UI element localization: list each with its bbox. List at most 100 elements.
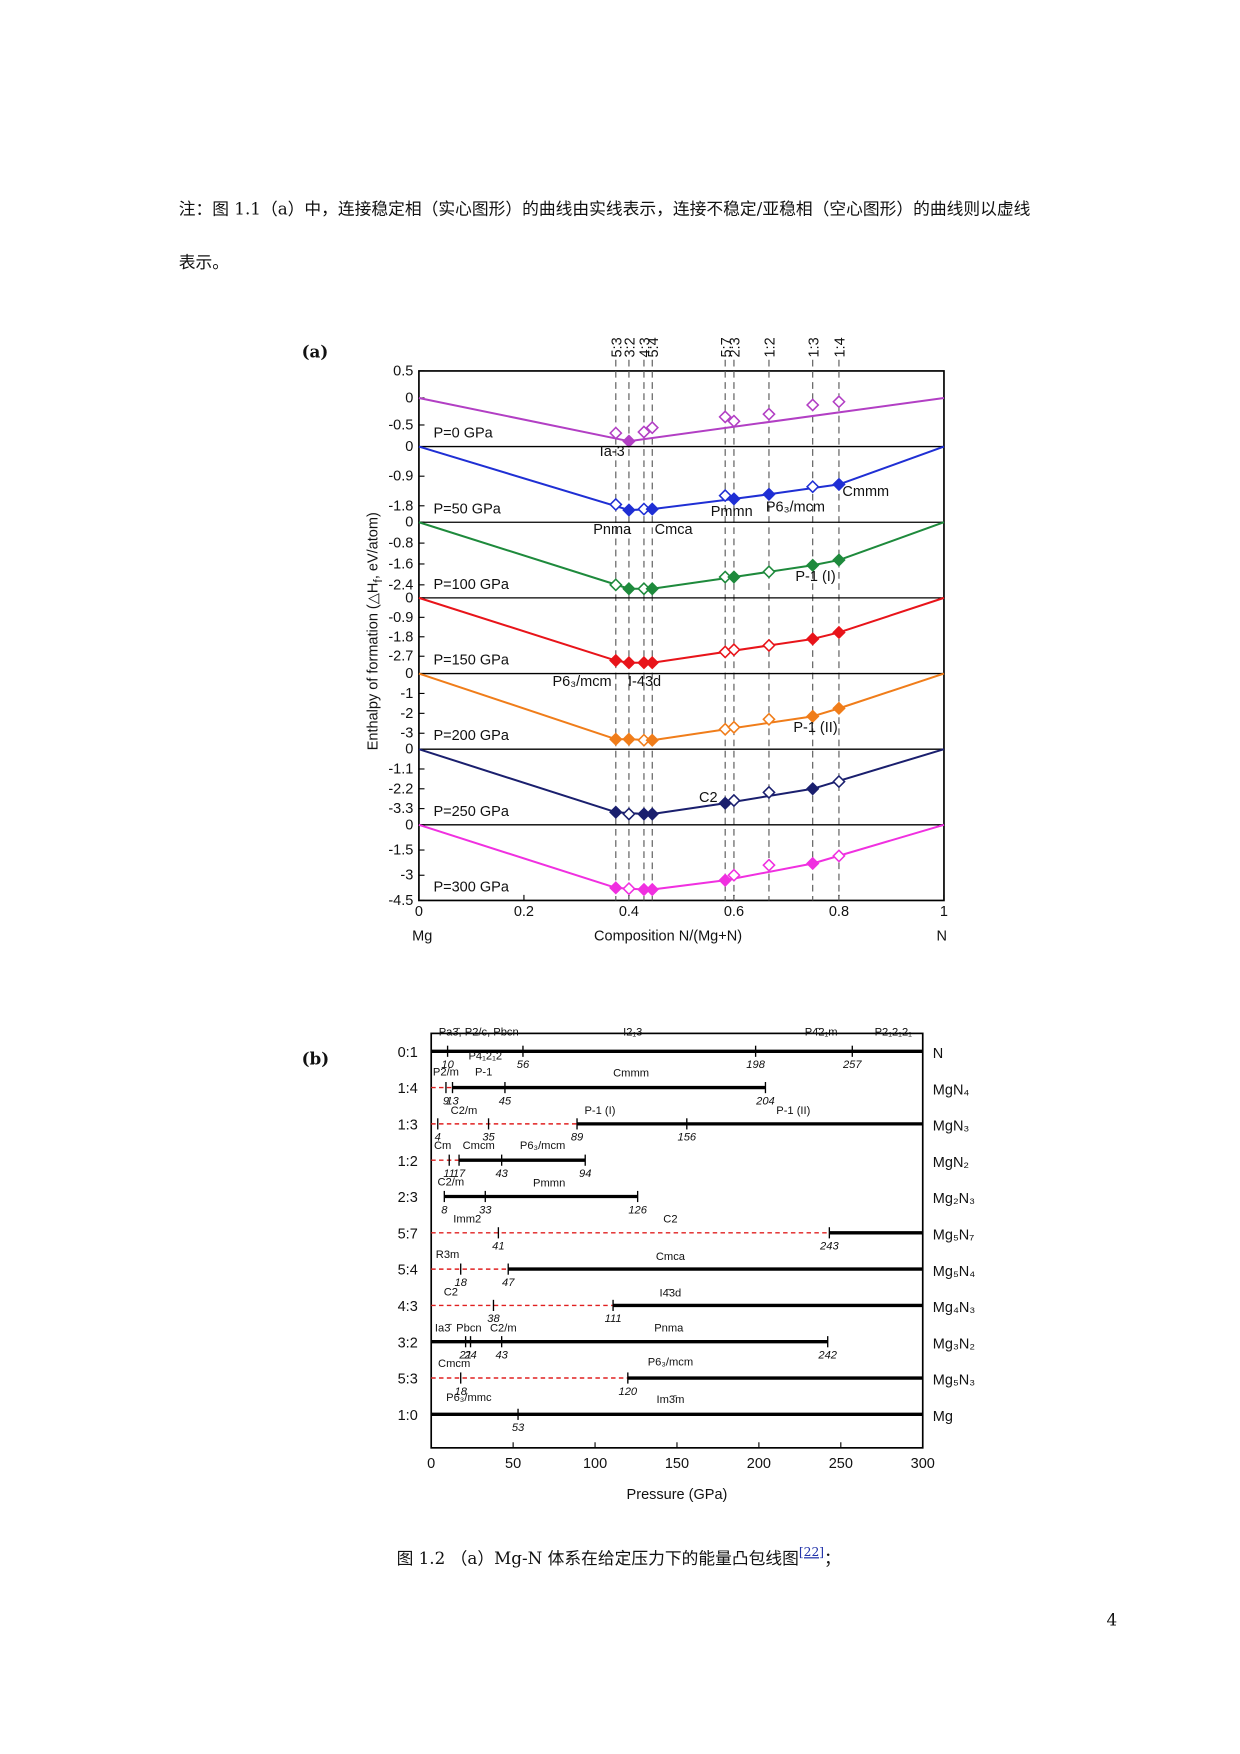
y-axis-label: Enthalpy of formation (△Hf, eV/atom) bbox=[366, 512, 385, 750]
y-tick-label: 0 bbox=[405, 590, 413, 606]
hull-segment bbox=[724, 862, 813, 882]
hull-segment bbox=[838, 596, 945, 634]
transition-label: 38 bbox=[487, 1313, 500, 1325]
hull-segment bbox=[652, 879, 726, 891]
y-label-sub: f bbox=[371, 579, 385, 583]
transition-label: 47 bbox=[502, 1277, 515, 1289]
data-point bbox=[832, 477, 846, 492]
panel-pressure: P=250 GPa bbox=[433, 804, 509, 820]
transition-label: 120 bbox=[619, 1386, 638, 1398]
transition-label: 10 bbox=[441, 1059, 454, 1071]
composition-label: 5:7 bbox=[719, 337, 735, 357]
hull-segment bbox=[838, 521, 945, 562]
panel-pressure: P=50 GPa bbox=[433, 501, 501, 517]
caption-end: ； bbox=[824, 1548, 841, 1568]
panel-pressure: P=300 GPa bbox=[433, 880, 509, 896]
phase-name: Cm bbox=[434, 1140, 451, 1152]
y-label-part: Enthalpy of formation (△H bbox=[366, 583, 382, 751]
y-tick-label: -3.3 bbox=[388, 801, 413, 817]
data-point bbox=[806, 558, 820, 572]
phase-name: C2/m bbox=[490, 1323, 517, 1335]
phase-name: Pmmn bbox=[533, 1177, 565, 1189]
row-ratio: 2:3 bbox=[398, 1190, 418, 1206]
data-point bbox=[718, 410, 732, 424]
data-point bbox=[727, 492, 741, 506]
data-point bbox=[645, 882, 659, 897]
hull-segment bbox=[418, 445, 630, 512]
transition-label: 35 bbox=[482, 1132, 495, 1144]
panel-pressure: P=100 GPa bbox=[433, 577, 509, 593]
y-tick-label: -0.5 bbox=[388, 417, 413, 433]
composition-label: 2:3 bbox=[728, 337, 744, 357]
phase-name: Pnma bbox=[654, 1323, 684, 1335]
y-tick-label: 0 bbox=[405, 439, 413, 455]
phase-name: Pbcn bbox=[456, 1323, 481, 1335]
phase-annotation: C2 bbox=[699, 790, 718, 806]
data-point bbox=[762, 407, 776, 421]
panel-pressure: P=0 GPa bbox=[433, 426, 493, 442]
x-tick-label: 300 bbox=[911, 1456, 935, 1472]
y-tick-label: -1.5 bbox=[388, 842, 413, 858]
transition-label: 18 bbox=[454, 1386, 467, 1398]
x-end-label: Mg bbox=[412, 929, 432, 945]
row-formula: Mg₃N₂ bbox=[933, 1336, 975, 1352]
data-point bbox=[832, 553, 846, 567]
row-formula: MgN₄ bbox=[933, 1082, 970, 1098]
composition-label: 3:2 bbox=[623, 337, 639, 357]
y-tick-label: 0 bbox=[405, 666, 413, 682]
x-tick-label: 250 bbox=[829, 1456, 853, 1472]
transition-label: 18 bbox=[454, 1277, 467, 1289]
y-tick-label: -2.4 bbox=[388, 577, 413, 593]
hull-segment bbox=[838, 445, 945, 486]
data-point bbox=[832, 625, 846, 640]
hull-segment bbox=[652, 576, 735, 590]
phase-name: I4̄3d bbox=[660, 1287, 682, 1299]
data-point bbox=[727, 570, 741, 584]
y-tick-label: -1.8 bbox=[388, 498, 413, 514]
x-tick-label: 0.8 bbox=[829, 904, 849, 920]
row-ratio: 5:7 bbox=[398, 1226, 418, 1242]
x-axis-label: Pressure (GPa) bbox=[627, 1487, 728, 1503]
hull-segment bbox=[418, 672, 617, 741]
phase-annotation: Pmmn bbox=[711, 504, 753, 520]
data-point bbox=[762, 565, 776, 579]
hull-segment bbox=[768, 483, 840, 496]
phase-name: P2/m bbox=[433, 1066, 459, 1078]
row-formula: Mg₅N₄ bbox=[933, 1264, 975, 1280]
data-point bbox=[832, 701, 846, 716]
panel-label: (b) bbox=[302, 1049, 330, 1069]
data-point bbox=[832, 774, 846, 789]
phase-name: Cmcm bbox=[463, 1140, 495, 1152]
data-point bbox=[609, 805, 623, 819]
transition-label: 198 bbox=[746, 1059, 765, 1071]
data-point bbox=[727, 643, 741, 657]
x-end-label: N bbox=[936, 929, 946, 945]
row-ratio: 4:3 bbox=[398, 1299, 418, 1315]
caption-text: 图 1.2 （a）Mg-N 体系在给定压力下的能量凸包线图 bbox=[397, 1548, 799, 1568]
x-tick-label: 0.2 bbox=[514, 904, 534, 920]
x-tick-label: 0 bbox=[427, 1456, 435, 1472]
composition-label: 5:3 bbox=[609, 337, 625, 357]
data-point bbox=[806, 398, 820, 412]
phase-name: C2/m bbox=[438, 1176, 465, 1188]
panel-pressure: P=150 GPa bbox=[433, 653, 509, 669]
phase-name: P-1 (II) bbox=[776, 1105, 810, 1117]
phase-name: R3m bbox=[436, 1249, 460, 1261]
data-point bbox=[637, 425, 651, 439]
hull-segment bbox=[838, 672, 945, 710]
phase-name: P6₃/mmc bbox=[446, 1392, 492, 1404]
transition-label: 56 bbox=[517, 1059, 530, 1071]
row-ratio: 5:4 bbox=[398, 1263, 418, 1279]
row-ratio: 1:0 bbox=[398, 1408, 418, 1424]
transition-label: 9 bbox=[443, 1095, 449, 1107]
x-tick-label: 1 bbox=[940, 904, 948, 920]
transition-label: 126 bbox=[628, 1204, 647, 1216]
figure-caption: 图 1.2 （a）Mg-N 体系在给定压力下的能量凸包线图[22]； bbox=[397, 1545, 841, 1568]
citation[interactable]: [22] bbox=[799, 1545, 824, 1559]
data-point bbox=[727, 414, 741, 428]
transition-label: 43 bbox=[495, 1168, 508, 1180]
phase-name: C2/m bbox=[451, 1105, 478, 1117]
